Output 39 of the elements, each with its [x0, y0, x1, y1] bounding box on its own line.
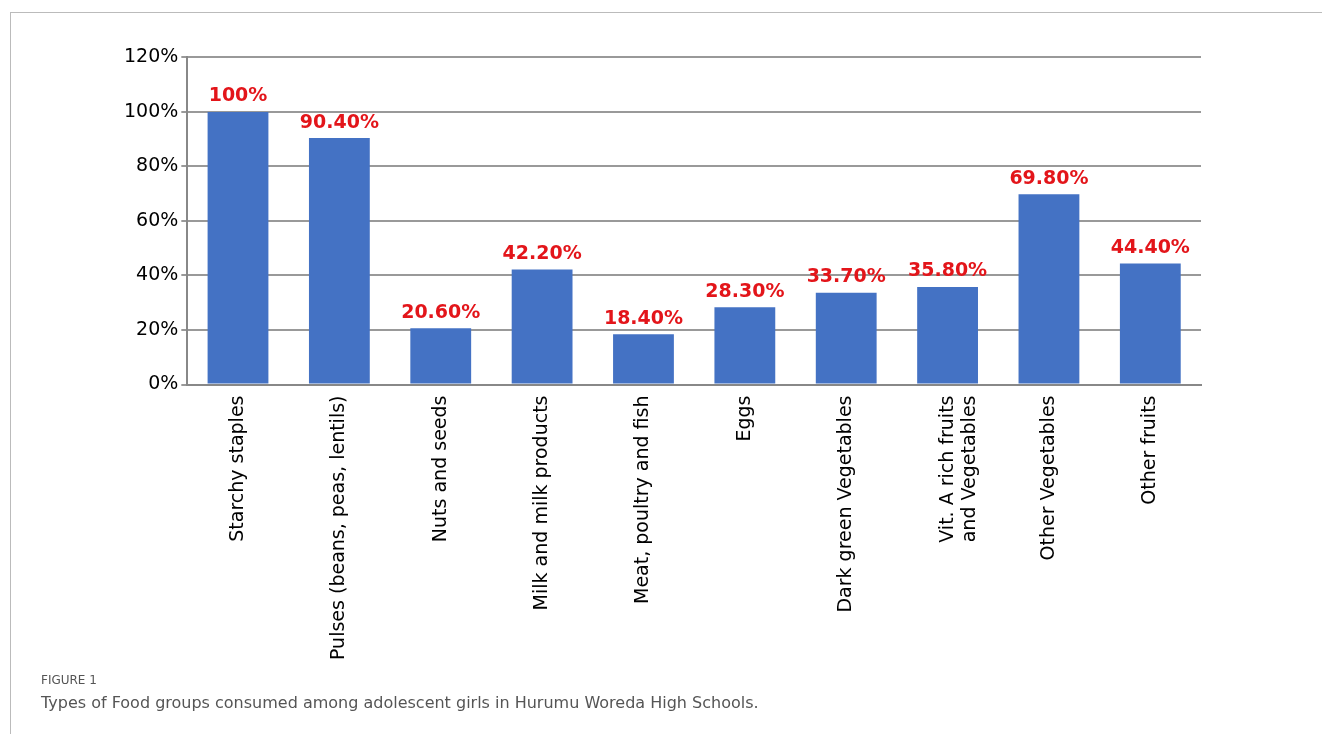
y-tick-label: 120%: [123, 44, 179, 67]
data-label: 44.40%: [1110, 234, 1190, 257]
y-tick-label: 100%: [123, 98, 179, 121]
caption: FIGURE 1: [41, 673, 98, 687]
text: Types of Food groups consumed among adolescent girls in Hurumu Woreda High Schools.: [41, 693, 759, 712]
x-tick-label: Pulses (beans, peas, lentils): [326, 395, 349, 660]
bar: [714, 307, 776, 384]
bar: [207, 111, 269, 384]
data-label: 90.40%: [299, 109, 379, 132]
y-tick-label: 40%: [136, 262, 179, 285]
x-tick-label: Starchy staples: [224, 395, 247, 542]
bar: [917, 286, 978, 384]
bar: [1119, 263, 1181, 384]
bar: [815, 292, 877, 384]
bar: [613, 334, 674, 384]
bar: [1018, 194, 1080, 384]
y-tick-label: 0%: [148, 371, 179, 394]
data-label: 69.80%: [1009, 165, 1089, 188]
x-tick-label: Other Vegetables: [1035, 395, 1058, 561]
data-label: 28.30%: [705, 278, 785, 301]
data-label: 20.60%: [401, 299, 481, 322]
bar: [308, 138, 370, 384]
y-tick-label: 80%: [136, 153, 179, 176]
bar: [511, 269, 573, 384]
data-label: 100%: [208, 83, 268, 106]
data-label: 42.20%: [502, 240, 582, 263]
x-tick-label: Meat, poultry and fish: [630, 395, 653, 604]
y-tick-label: 60%: [136, 207, 179, 230]
x-tick-label: Other fruits: [1137, 395, 1160, 505]
data-label: 35.80%: [908, 258, 988, 281]
x-tick-label: Eggs: [731, 395, 754, 442]
x-tick-label: Vit. A rich fruits and Vegetables: [934, 395, 980, 543]
data-label: 18.40%: [603, 305, 684, 328]
y-tick-label: 20%: [136, 316, 179, 339]
data-label: 33.70%: [806, 264, 886, 287]
x-tick-label: Milk and milk products: [529, 395, 552, 611]
x-tick-label: Dark green Vegetables: [833, 395, 856, 613]
bar: [410, 328, 472, 384]
x-tick-label: Nuts and seeds: [427, 395, 450, 543]
